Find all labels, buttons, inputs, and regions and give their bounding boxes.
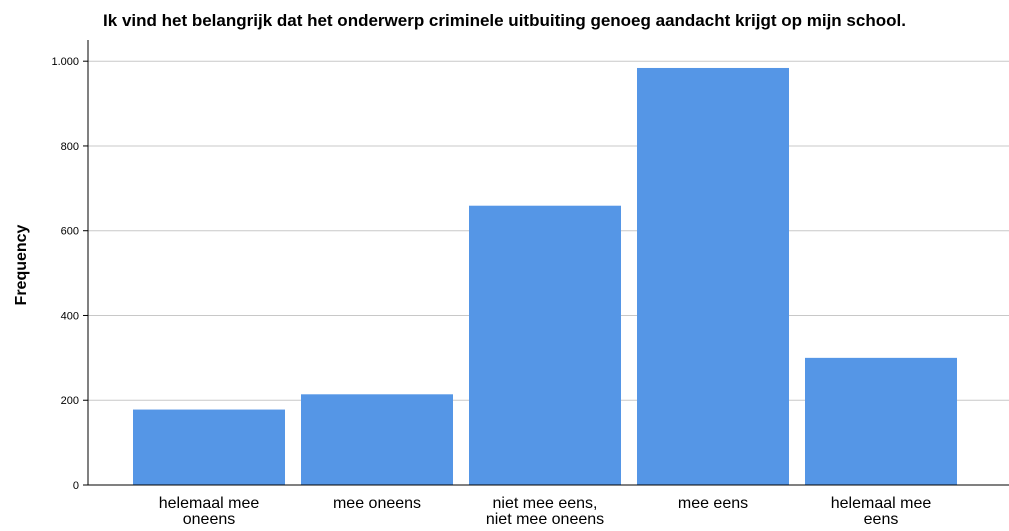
y-axis-title: Frequency: [13, 224, 30, 305]
chart-title: Ik vind het belangrijk dat het onderwerp…: [103, 11, 906, 30]
bar: [469, 205, 621, 485]
x-tick-label: helemaal mee eens: [831, 495, 932, 528]
bar: [637, 67, 789, 485]
y-tick-label: 1.000: [51, 56, 79, 68]
x-tick-label: mee oneens: [333, 495, 421, 512]
axis-labels: 0 200 400 600 800 1.000 helemaal mee oneens mee …: [51, 56, 931, 528]
bar: [301, 394, 453, 485]
x-tick-label: helemaal mee oneens: [159, 495, 260, 528]
y-tick-label: 600: [61, 226, 79, 238]
y-tick-label: 800: [61, 141, 79, 153]
bar: [805, 357, 957, 485]
x-tick-label: niet mee eens, niet mee oneens: [486, 495, 604, 528]
axes: [83, 40, 1009, 486]
x-tick-label: mee eens: [678, 495, 748, 512]
bars: [133, 67, 957, 485]
bar: [133, 409, 285, 485]
y-tick-label: 0: [73, 480, 79, 492]
y-tick-label: 200: [61, 395, 79, 407]
y-tick-label: 400: [61, 310, 79, 322]
